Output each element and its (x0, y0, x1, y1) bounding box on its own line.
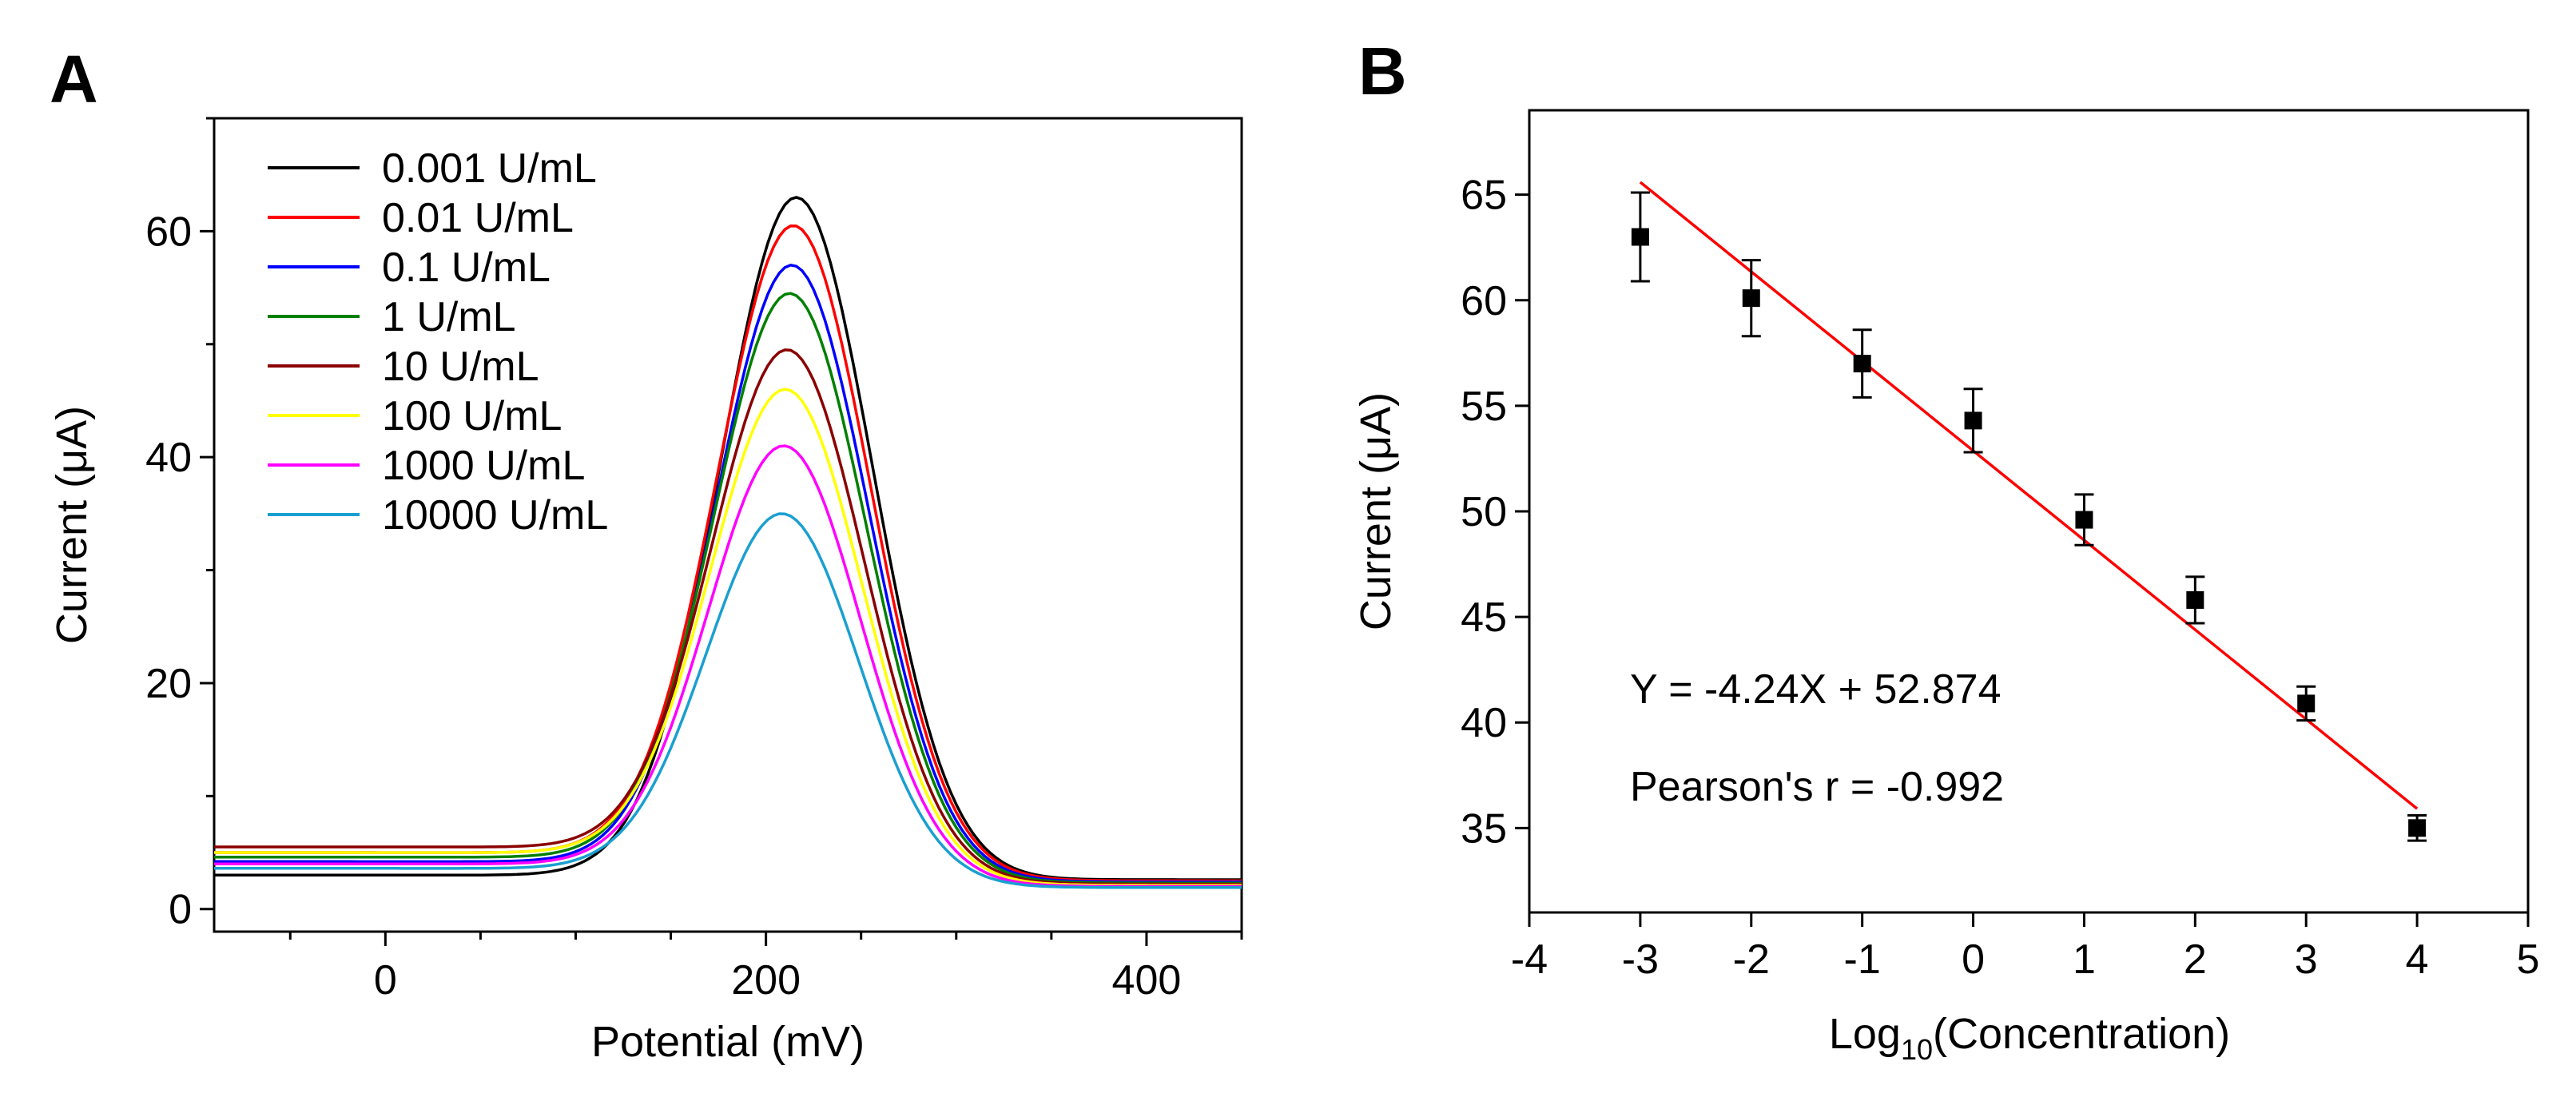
y-tick-label: 45 (1461, 594, 1507, 641)
panel-a-curves (214, 196, 1242, 889)
data-point (2075, 511, 2093, 529)
data-point (2408, 819, 2427, 837)
legend-label: 1000 U/mL (382, 443, 585, 489)
y-tick-label: 40 (1461, 700, 1507, 746)
data-point (1742, 289, 1760, 308)
x-tick-label: 400 (1112, 957, 1182, 1004)
fit-line (1639, 181, 2419, 810)
panel-b-x-axis-title-main: Log (1829, 1010, 1901, 1058)
legend-label: 10000 U/mL (382, 492, 608, 539)
panel-b-x-ticks: -4 -3 -2 -1 0 1 2 3 4 5 (1511, 912, 2540, 983)
x-tick-label: 200 (731, 957, 801, 1004)
legend-label: 0.01 U/mL (382, 195, 574, 241)
panel-b-y-ticks: 35 40 45 50 55 60 65 (1461, 173, 1529, 852)
x-tick-label: 5 (2517, 936, 2540, 983)
legend-label: 0.001 U/mL (382, 145, 597, 192)
curve-10000-u-ml (214, 512, 1242, 889)
x-tick-label: 2 (2184, 936, 2207, 983)
x-tick-label: -3 (1622, 936, 1659, 983)
x-tick-label: -2 (1733, 936, 1770, 983)
legend-label: 10 U/mL (382, 344, 539, 390)
panel-b-letter: B (1358, 34, 1407, 109)
x-tick-label: -4 (1511, 936, 1548, 983)
panel-b-x-axis-title: Log10(Concentration) (1829, 1010, 2230, 1066)
y-tick-label: 65 (1461, 173, 1507, 219)
x-tick-label: 0 (374, 957, 397, 1004)
x-tick-label: 0 (1962, 936, 1985, 983)
panel-b-x-axis-title-rest: (Concentration) (1933, 1010, 2230, 1058)
panel-b-y-axis-title: Current (μA) (1352, 392, 1400, 630)
data-point-group (2185, 575, 2205, 625)
data-point-group (1963, 388, 1983, 454)
panel-a-x-ticks: 0 200 400 (288, 932, 1243, 1004)
data-point-group (2074, 493, 2094, 547)
legend-label: 1 U/mL (382, 294, 516, 340)
x-tick-label: 4 (2406, 936, 2429, 983)
panel-b-pearson-annotation: Pearson's r = -0.992 (1630, 764, 2004, 810)
data-point (2186, 590, 2204, 609)
y-tick-label: 60 (145, 209, 192, 255)
panel-a: A 0 200 400 0 20 40 60 0.001 U/mL0.01 U/mL0.1… (48, 42, 1243, 1066)
data-point-group (2296, 685, 2316, 722)
panel-a-x-axis-title: Potential (mV) (591, 1018, 865, 1066)
data-point (1964, 411, 1982, 430)
panel-b-fit (1639, 181, 2419, 810)
x-tick-label: 3 (2295, 936, 2318, 983)
y-tick-label: 50 (1461, 489, 1507, 535)
data-point (2297, 694, 2316, 713)
panel-b-points (1630, 191, 2427, 842)
legend-label: 100 U/mL (382, 393, 562, 439)
x-tick-label: -1 (1844, 936, 1881, 983)
panel-a-y-ticks: 0 20 40 60 (145, 117, 214, 933)
panel-a-y-axis-title: Current (μA) (48, 406, 96, 644)
data-point (1853, 355, 1871, 373)
panel-a-letter: A (50, 42, 98, 117)
y-tick-label: 35 (1461, 805, 1507, 852)
data-point-group (1630, 191, 1650, 283)
x-tick-label: 1 (2073, 936, 2096, 983)
y-tick-label: 0 (169, 887, 192, 933)
panel-b-x-axis-title-subscript: 10 (1901, 1033, 1933, 1066)
panel-b-equation-annotation: Y = -4.24X + 52.874 (1630, 666, 2002, 713)
y-tick-label: 60 (1461, 278, 1507, 324)
legend-label: 0.1 U/mL (382, 244, 551, 291)
y-tick-label: 40 (145, 435, 192, 481)
y-tick-label: 20 (145, 661, 192, 707)
data-point-group (1741, 259, 1761, 338)
panel-a-plot-frame (213, 117, 1243, 933)
data-point-group (2407, 813, 2427, 842)
data-point-group (1852, 328, 1872, 399)
y-tick-label: 55 (1461, 384, 1507, 430)
data-point (1631, 228, 1649, 246)
